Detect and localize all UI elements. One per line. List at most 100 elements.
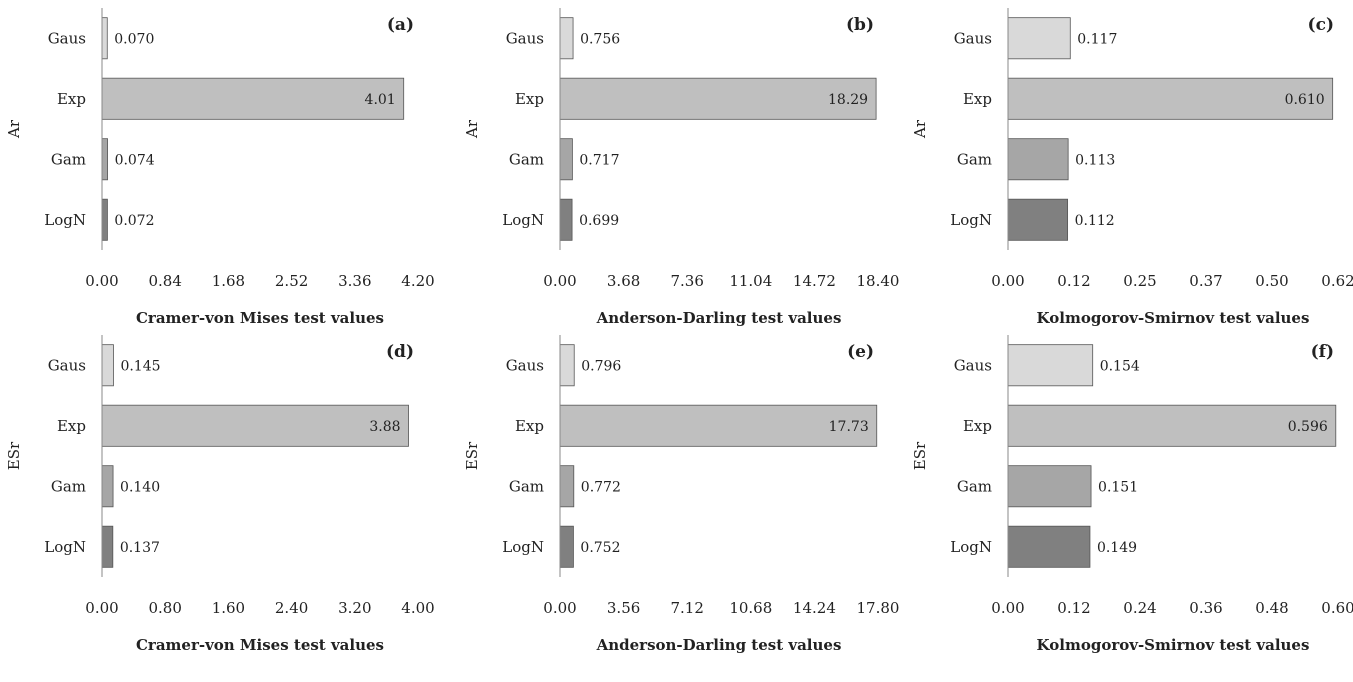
x-tick-label: 3.56 [607,599,640,617]
x-tick-label: 0.62 [1321,272,1353,290]
bar-gaus [101,344,114,387]
x-tick-label: 0.84 [148,272,181,290]
chart-panel: Gaus 0.796 Exp 17.73 Gam 0.772 LogN 0.752 0.00 3.… [463,335,899,654]
category-label: Gam [957,477,992,495]
category-label: LogN [950,211,992,229]
data-label: 0.756 [580,31,620,47]
y-axis-title: ESr [463,441,481,470]
bar-exp [559,77,877,120]
category-label: Gaus [48,29,86,47]
x-tick-label: 0.50 [1255,272,1288,290]
data-label: 0.610 [1285,92,1325,108]
bar-gaus [1007,344,1094,387]
bar-logn [1007,525,1091,568]
data-label: 0.070 [114,31,154,47]
category-label: Exp [515,417,544,435]
category-label: Gaus [48,356,86,374]
x-tick-label: 11.04 [729,272,772,290]
x-tick-label: 14.72 [793,272,836,290]
bar-gam [1007,138,1069,181]
category-label: Gaus [506,356,544,374]
category-label: Gam [51,477,86,495]
x-tick-label: 2.52 [275,272,308,290]
chart-panel: Gaus 0.145 Exp 3.88 Gam 0.140 LogN 0.137 0.00 0.8… [5,335,435,654]
panel-label: (a) [387,15,414,35]
data-label: 0.140 [120,479,160,495]
bar-logn [101,198,108,241]
data-label: 0.151 [1098,479,1138,495]
chart-panel: Gaus 0.756 Exp 18.29 Gam 0.717 LogN 0.699 0.00 3.… [463,8,899,327]
x-tick-label: 0.00 [543,599,576,617]
bar-exp [1007,77,1334,120]
category-label: Exp [515,90,544,108]
bar-logn [559,525,574,568]
data-label: 4.01 [365,92,396,108]
x-tick-label: 18.40 [857,272,900,290]
x-axis-title: Kolmogorov-Smirnov test values [1037,636,1310,654]
panel-label: (f) [1311,342,1334,362]
data-label: 0.752 [580,540,620,556]
data-label: 0.796 [581,358,621,374]
x-tick-label: 7.12 [670,599,703,617]
data-label: 0.699 [579,213,619,229]
category-label: LogN [950,538,992,556]
bar-gaus [559,17,574,60]
bar-gam [559,465,575,508]
bar-exp [101,404,409,447]
panel-label: (e) [847,342,874,362]
data-label: 3.88 [369,419,400,435]
category-label: Exp [963,417,992,435]
x-axis-title: Anderson-Darling test values [596,636,842,654]
x-tick-label: 4.20 [401,272,434,290]
panel-label: (b) [846,15,874,35]
x-tick-label: 1.60 [212,599,245,617]
bar-gam [101,138,108,181]
x-tick-label: 3.36 [338,272,371,290]
bar-exp [101,77,405,120]
chart-panel: Gaus 0.154 Exp 0.596 Gam 0.151 LogN 0.149 0.00 0.… [911,335,1353,654]
bar-gaus [1007,17,1071,60]
category-label: Gaus [506,29,544,47]
data-label: 0.596 [1288,419,1328,435]
x-axis-title: Kolmogorov-Smirnov test values [1037,309,1310,327]
x-axis-title: Anderson-Darling test values [596,309,842,327]
data-label: 17.73 [829,419,869,435]
category-label: LogN [44,211,86,229]
category-label: Gam [509,150,544,168]
data-label: 0.117 [1077,31,1117,47]
x-axis-title: Cramer-von Mises test values [136,636,384,654]
category-label: Gam [51,150,86,168]
data-label: 0.072 [114,213,154,229]
x-tick-label: 0.48 [1255,599,1288,617]
bar-exp [559,404,878,447]
data-label: 0.149 [1097,540,1137,556]
x-axis-title: Cramer-von Mises test values [136,309,384,327]
bar-logn [101,525,114,568]
data-label: 0.772 [581,479,621,495]
data-label: 0.113 [1075,152,1115,168]
data-label: 0.112 [1075,213,1115,229]
data-label: 0.137 [120,540,160,556]
x-tick-label: 3.68 [607,272,640,290]
x-tick-label: 0.00 [85,272,118,290]
bar-logn [559,198,573,241]
data-label: 0.717 [579,152,619,168]
x-tick-label: 0.12 [1057,599,1090,617]
category-label: Gaus [954,356,992,374]
x-tick-label: 0.36 [1189,599,1222,617]
panel-label: (d) [386,342,414,362]
x-tick-label: 1.68 [212,272,245,290]
x-tick-label: 0.12 [1057,272,1090,290]
x-tick-label: 7.36 [670,272,703,290]
bar-exp [1007,404,1337,447]
data-label: 0.154 [1100,358,1140,374]
category-label: Gaus [954,29,992,47]
category-label: LogN [44,538,86,556]
x-tick-label: 0.80 [148,599,181,617]
x-tick-label: 0.00 [991,272,1024,290]
category-label: Exp [963,90,992,108]
x-tick-label: 0.00 [543,272,576,290]
x-tick-label: 3.20 [338,599,371,617]
category-label: LogN [502,538,544,556]
panel-label: (c) [1308,15,1334,35]
